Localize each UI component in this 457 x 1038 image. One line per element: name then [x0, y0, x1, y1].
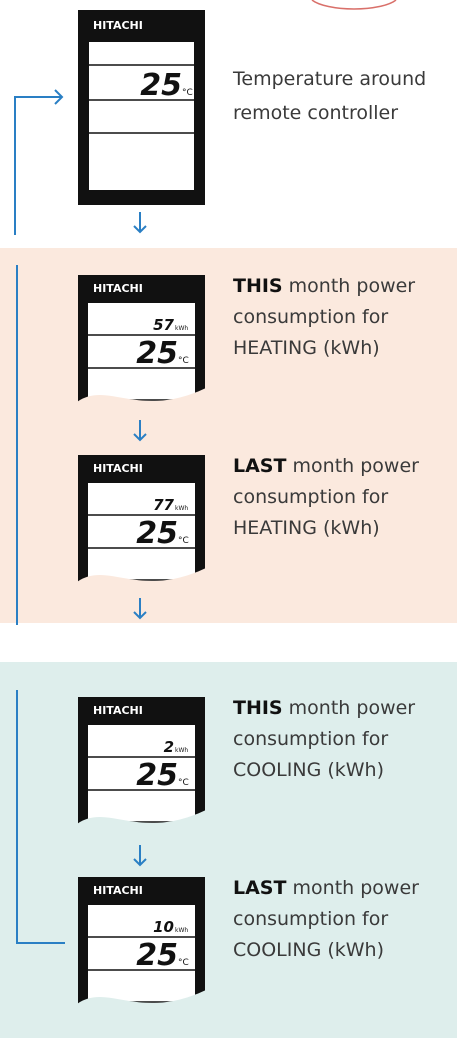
description-text: Temperature around remote controller: [233, 68, 426, 124]
brand: HITACHI: [93, 19, 143, 32]
brand: HITACHI: [93, 462, 143, 475]
reading: 10: [153, 918, 174, 936]
description-emphasis: THIS: [233, 275, 283, 297]
temperature-unit: °C: [178, 536, 189, 546]
description: THIS month power consumption for COOLING…: [233, 693, 448, 786]
reading-unit: kWh: [175, 747, 188, 754]
description: LAST month power consumption for HEATING…: [233, 451, 448, 544]
temperature: 25: [136, 336, 178, 371]
reading: 77: [153, 496, 174, 514]
reading: 2: [164, 738, 174, 756]
description-emphasis: THIS: [233, 697, 283, 719]
temperature-unit: °C: [178, 958, 189, 968]
temperature: 25: [136, 516, 178, 551]
temperature: 25: [136, 758, 178, 793]
temperature-unit: °C: [178, 356, 189, 366]
brand: HITACHI: [93, 704, 143, 717]
reading-unit: kWh: [175, 325, 188, 332]
temperature-unit: °C: [182, 88, 193, 98]
temperature-unit: °C: [178, 778, 189, 788]
remote-controller: HITACHI 25°C: [78, 10, 205, 205]
display: [89, 42, 194, 190]
reading-unit: kWh: [175, 927, 188, 934]
flow-line: [15, 97, 62, 235]
page: HITACHI25°CHITACHI57kWh25°CHITACHI77kWh2…: [0, 0, 457, 1038]
description-emphasis: LAST: [233, 877, 286, 899]
description-emphasis: LAST: [233, 455, 286, 477]
reading: 57: [153, 316, 174, 334]
description: Temperature around remote controller: [233, 62, 448, 130]
description: THIS month power consumption for HEATING…: [233, 271, 448, 364]
description: LAST month power consumption for COOLING…: [233, 873, 448, 966]
down-arrow: [134, 212, 146, 232]
reading-unit: kWh: [175, 505, 188, 512]
decor-arc: [312, 0, 396, 9]
temperature: 25: [140, 68, 182, 103]
brand: HITACHI: [93, 884, 143, 897]
brand: HITACHI: [93, 282, 143, 295]
temperature: 25: [136, 938, 178, 973]
